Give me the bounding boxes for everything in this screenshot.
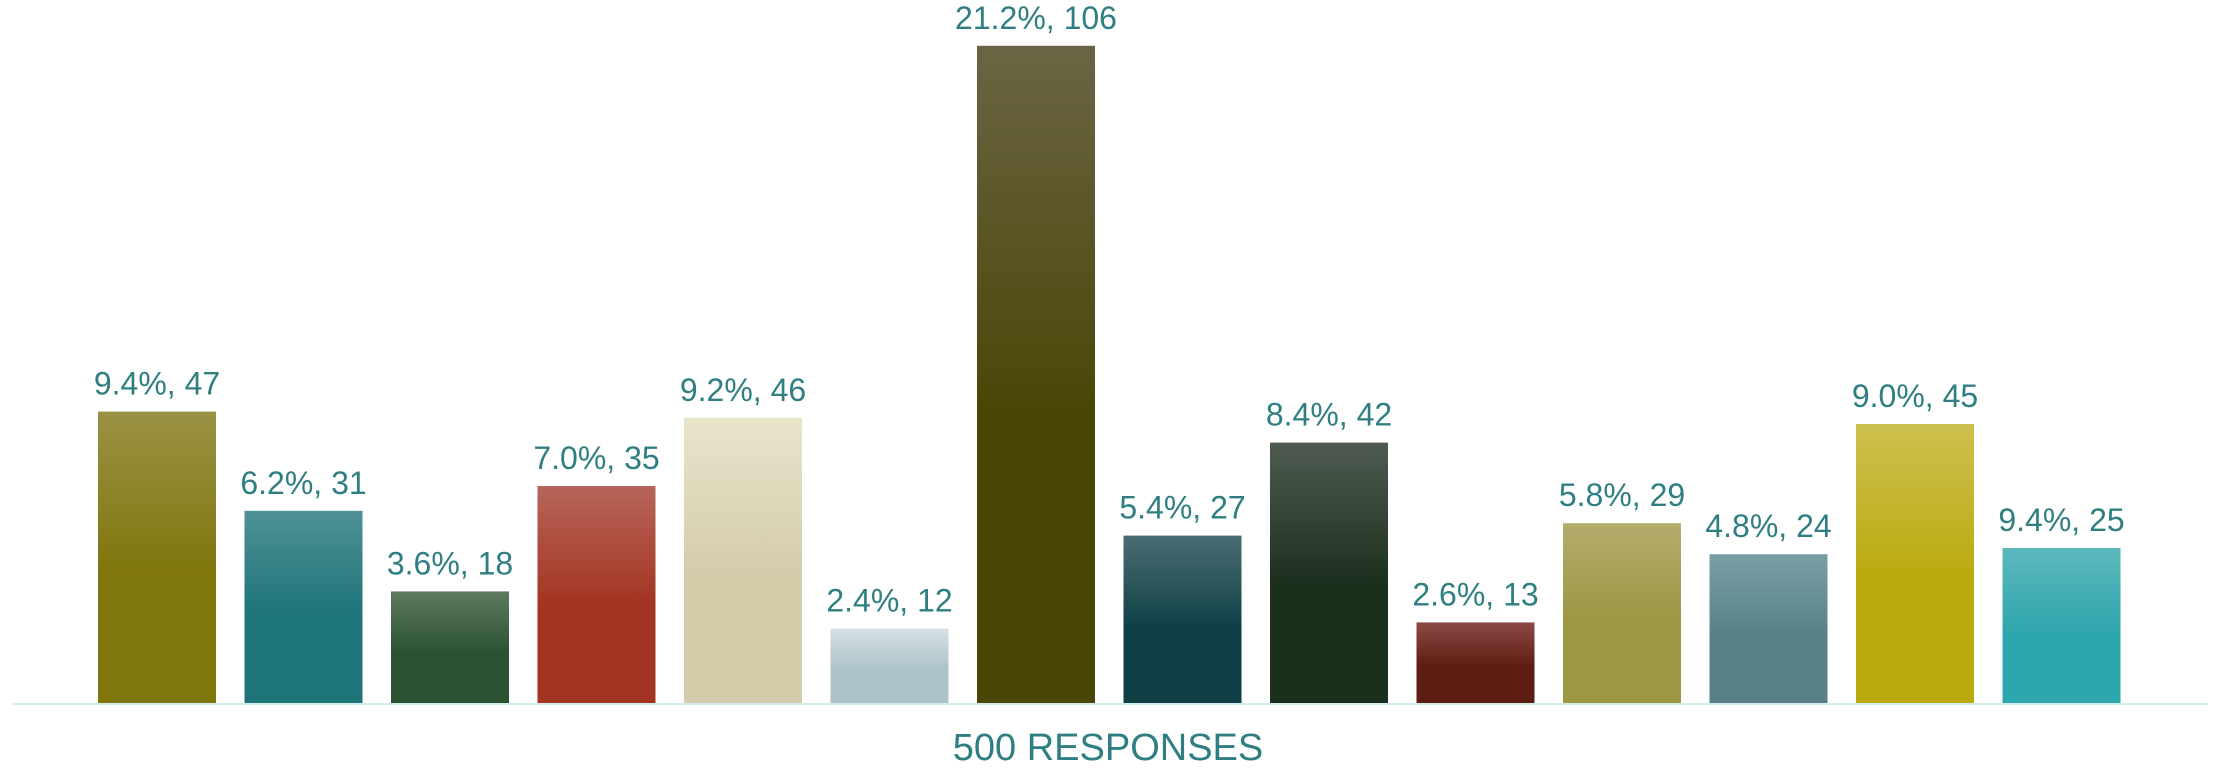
data-label-11: 5.8%, 29 [1559, 477, 1685, 513]
data-labels: 9.4%, 47 6.2%, 31 3.6%, 18 7.0%, 35 9.2%, 46… [94, 0, 2125, 619]
bar-9 [1270, 442, 1388, 703]
bar-3 [391, 591, 509, 703]
bar-8 [1123, 535, 1242, 703]
data-label-4: 7.0%, 35 [533, 440, 659, 476]
bar-10 [1416, 622, 1535, 703]
data-label-10: 2.6%, 13 [1412, 576, 1538, 612]
bar-4 [537, 486, 656, 703]
bar-11 [1563, 523, 1681, 703]
bar-1 [98, 411, 216, 703]
data-label-3: 3.6%, 18 [387, 545, 513, 581]
bar-5 [684, 417, 802, 703]
data-label-6: 2.4%, 12 [826, 583, 952, 619]
bar-6 [830, 628, 949, 703]
bar-7 [977, 45, 1095, 704]
bars [98, 45, 2121, 704]
data-label-12: 4.8%, 24 [1705, 508, 1831, 544]
bar-2 [244, 510, 363, 703]
data-label-8: 5.4%, 27 [1119, 490, 1245, 526]
data-label-14: 9.4%, 25 [1998, 502, 2124, 538]
data-label-2: 6.2%, 31 [240, 465, 366, 501]
bar-14 [2002, 548, 2121, 703]
data-label-5: 9.2%, 46 [680, 372, 806, 408]
data-label-9: 8.4%, 42 [1266, 397, 1392, 433]
data-label-1: 9.4%, 47 [94, 366, 220, 402]
x-axis-label: 500 RESPONSES [953, 727, 1263, 768]
bar-12 [1709, 554, 1828, 703]
data-label-7: 21.2%, 106 [955, 0, 1117, 36]
bar-13 [1856, 424, 1974, 703]
data-label-13: 9.0%, 45 [1852, 378, 1978, 414]
